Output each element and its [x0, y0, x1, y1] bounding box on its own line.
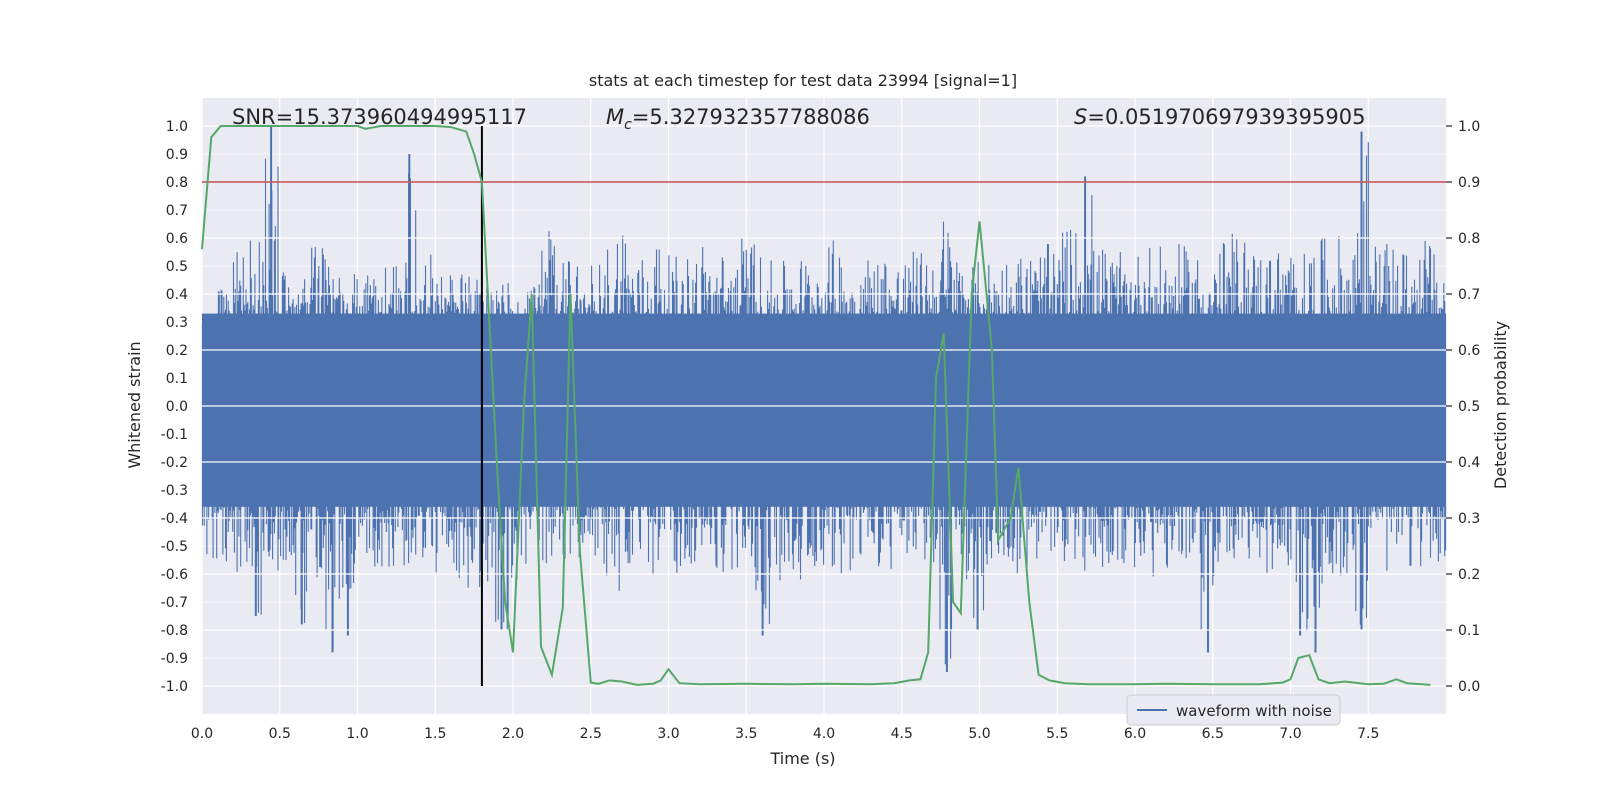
y-left-tick-label: 0.6 — [166, 231, 188, 247]
y-left-tick-label: -0.7 — [161, 595, 188, 611]
y-axis-right-label: Detection probability — [1491, 321, 1510, 489]
x-tick-label: 2.5 — [580, 726, 602, 742]
x-tick-label: 3.0 — [657, 726, 679, 742]
y-right-tick-label: 0.7 — [1458, 287, 1480, 303]
x-tick-label: 1.5 — [424, 726, 446, 742]
chirp-mass-annotation: Mc=5.327932357788086 — [606, 105, 870, 133]
s-annotation: S=0.051970697939395905 — [1074, 105, 1365, 129]
y-left-tick-label: 0.1 — [166, 371, 188, 387]
y-left-tick-label: -0.5 — [161, 539, 188, 555]
y-right-tick-label: 0.3 — [1458, 511, 1480, 527]
y-right-tick-label: 0.1 — [1458, 623, 1480, 639]
chirp-mass-value: =5.327932357788086 — [632, 105, 870, 129]
waveform-spikes — [201, 142, 1447, 665]
y-left-tick-label: -0.3 — [161, 483, 188, 499]
chirp-mass-subscript: c — [624, 117, 632, 133]
snr-annotation: SNR=15.373960494995117 — [232, 105, 527, 129]
y-left-tick-label: 1.0 — [166, 119, 188, 135]
y-left-tick-label: 0.4 — [166, 287, 188, 303]
y-right-tick-label: 0.9 — [1458, 175, 1480, 191]
y-left-tick-label: -0.8 — [161, 623, 188, 639]
probability-line — [201, 125, 1431, 686]
x-tick-label: 2.0 — [502, 726, 524, 742]
x-tick-label: 5.0 — [968, 726, 990, 742]
waveform-series — [201, 126, 1447, 672]
chart-title: stats at each timestep for test data 239… — [589, 71, 1017, 90]
x-tick-label: 0.5 — [269, 726, 291, 742]
x-tick-label: 7.0 — [1279, 726, 1301, 742]
y-left-tick-label: 0.2 — [166, 343, 188, 359]
y-axis-left: 1.0 0.9 0.8 0.7 0.6 0.5 0.4 0.3 0.2 0.1 0.0 -0.1 -0.… — [161, 119, 188, 695]
legend: waveform with noise — [1126, 694, 1341, 726]
chirp-mass-symbol: M — [606, 105, 624, 129]
overlays — [201, 125, 1446, 687]
y-right-tick-label: 0.4 — [1458, 455, 1480, 471]
y-left-tick-label: -1.0 — [161, 679, 188, 695]
y-left-tick-label: 0.7 — [166, 203, 188, 219]
x-tick-label: 6.0 — [1124, 726, 1146, 742]
x-tick-label: 4.5 — [891, 726, 913, 742]
y-left-tick-label: -0.9 — [161, 651, 188, 667]
x-tick-label: 1.0 — [346, 726, 368, 742]
x-tick-label: 5.5 — [1046, 726, 1068, 742]
y-right-tick-label: 0.5 — [1458, 399, 1480, 415]
y-left-tick-label: 0.9 — [166, 147, 188, 163]
y-left-tick-label: 0.5 — [166, 259, 188, 275]
y-right-tick-label: 1.0 — [1458, 119, 1480, 135]
y-axis-right: 1.0 0.9 0.8 0.7 0.6 0.5 0.4 0.3 0.2 0.1 0.0 — [1446, 119, 1480, 695]
y-right-tick-label: 0.0 — [1458, 679, 1480, 695]
x-axis: 0.0 0.5 1.0 1.5 2.0 2.5 3.0 3.5 4.0 4.5 5.0 5.5 6.0 6… — [191, 726, 1380, 742]
y-left-tick-label: -0.2 — [161, 455, 188, 471]
x-tick-label: 4.0 — [813, 726, 835, 742]
legend-label: waveform with noise — [1176, 702, 1332, 720]
x-axis-label: Time (s) — [769, 749, 835, 768]
s-value: =0.051970697939395905 — [1087, 105, 1365, 129]
legend-box — [1126, 694, 1341, 726]
s-symbol: S — [1074, 105, 1087, 129]
y-right-tick-label: 0.8 — [1458, 231, 1480, 247]
y-axis-left-label: Whitened strain — [125, 341, 144, 468]
y-left-tick-label: -0.6 — [161, 567, 188, 583]
y-left-tick-label: 0.3 — [166, 315, 188, 331]
x-tick-label: 3.5 — [735, 726, 757, 742]
x-tick-label: 0.0 — [191, 726, 213, 742]
y-left-tick-label: -0.4 — [161, 511, 188, 527]
x-tick-label: 6.5 — [1202, 726, 1224, 742]
y-left-tick-label: -0.1 — [161, 427, 188, 443]
y-left-tick-label: 0.0 — [166, 399, 188, 415]
y-left-tick-label: 0.8 — [166, 175, 188, 191]
y-right-tick-label: 0.2 — [1458, 567, 1480, 583]
x-tick-label: 7.5 — [1357, 726, 1379, 742]
y-right-tick-label: 0.6 — [1458, 343, 1480, 359]
